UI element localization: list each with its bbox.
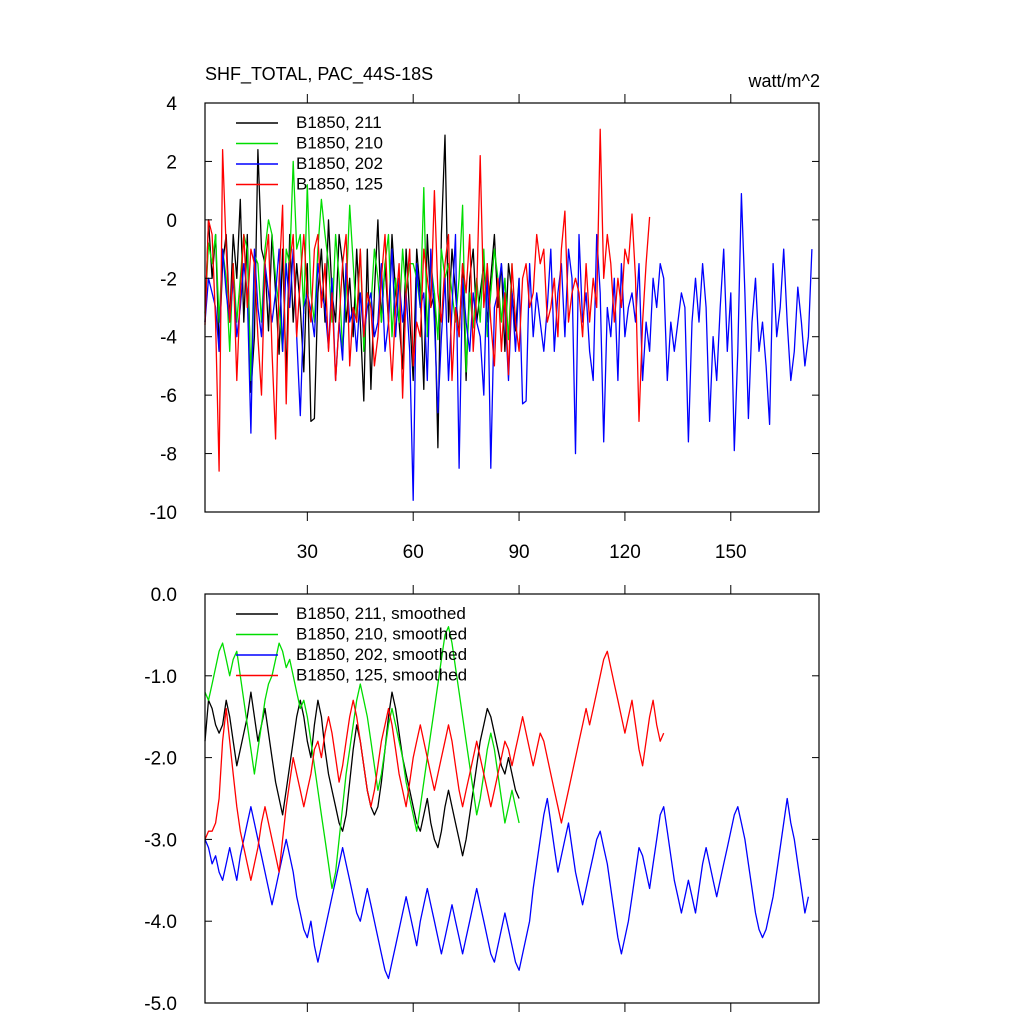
top-legend-label-3: B1850, 125 — [296, 175, 383, 194]
bottom-panel-series — [204, 626, 810, 980]
top-xtick-label: 60 — [403, 542, 424, 563]
top-series-line-2 — [204, 192, 813, 501]
top-ytick-label: 0 — [166, 211, 177, 232]
top-ytick-label: -8 — [160, 445, 177, 466]
bottom-series-line-2 — [204, 797, 810, 980]
bottom-ytick-label: -3.0 — [144, 830, 177, 851]
bottom-ytick-label: -2.0 — [144, 749, 177, 770]
top-panel-frame — [204, 102, 820, 513]
bottom-panel-ticks: 0.0 -1.0 -2.0 -3.0 -4.0 -5.0 — [144, 585, 819, 1015]
bottom-legend-label-3: B1850, 125, smoothed — [296, 666, 467, 685]
top-legend-label-2: B1850, 202 — [296, 154, 383, 173]
bottom-ytick-label: -4.0 — [144, 912, 177, 933]
top-panel-series — [204, 128, 813, 501]
top-ytick-label: -10 — [150, 503, 177, 524]
bottom-ytick-label: -5.0 — [144, 994, 177, 1015]
top-xtick-label: 90 — [508, 542, 529, 563]
top-panel-ticks: 4 2 0 -2 -4 -6 -8 -10 30 60 90 120 150 — [150, 94, 819, 563]
bottom-series-line-3 — [204, 650, 665, 881]
top-ytick-label: 2 — [166, 152, 177, 173]
top-ytick-label: 4 — [166, 94, 177, 115]
bottom-series-line-1 — [204, 626, 520, 890]
bottom-panel: 0.0 -1.0 -2.0 -3.0 -4.0 -5.0 B1850, 211, smoo… — [144, 585, 820, 1015]
top-ytick-label: -4 — [160, 328, 177, 349]
bottom-legend-label-1: B1850, 210, smoothed — [296, 625, 467, 644]
bottom-ytick-label: 0.0 — [151, 585, 177, 606]
bottom-legend-label-0: B1850, 211, smoothed — [296, 604, 466, 623]
top-xtick-label: 30 — [297, 542, 318, 563]
top-ytick-label: -2 — [160, 269, 177, 290]
top-xtick-label: 120 — [609, 542, 641, 563]
top-panel: SHF_TOTAL, PAC_44S-18S watt/m^2 4 2 0 -2 -4 -… — [150, 64, 820, 563]
top-xtick-label: 150 — [715, 542, 747, 563]
top-legend-label-1: B1850, 210 — [296, 134, 383, 153]
bottom-legend-label-2: B1850, 202, smoothed — [296, 645, 467, 664]
top-panel-units: watt/m^2 — [748, 71, 820, 91]
top-ytick-label: -6 — [160, 386, 177, 407]
bottom-panel-frame — [204, 593, 820, 1004]
bottom-ytick-label: -1.0 — [144, 667, 177, 688]
top-legend-label-0: B1850, 211 — [296, 113, 382, 132]
bottom-panel-legend: B1850, 211, smoothed B1850, 210, smoothed… — [236, 604, 467, 685]
top-series-line-3 — [204, 128, 651, 472]
top-panel-title: SHF_TOTAL, PAC_44S-18S — [205, 64, 433, 85]
